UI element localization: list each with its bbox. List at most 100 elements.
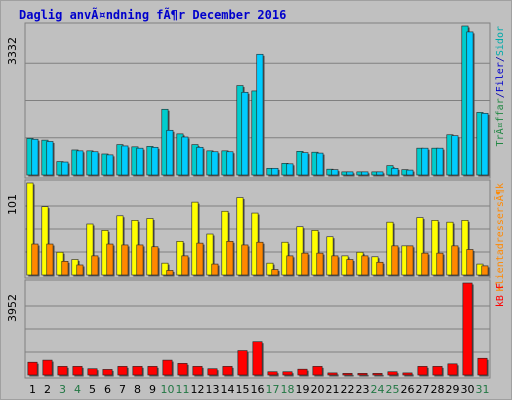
x-tick-label-2: 2: [44, 383, 51, 396]
x-tick-label-25: 25: [386, 383, 400, 396]
bar-kb-1-day-9: [147, 366, 158, 376]
bar-hits-2-day-4: [76, 150, 84, 176]
x-tick-label-18: 18: [281, 383, 295, 396]
bar-visits-1-day-12: [191, 201, 199, 276]
bar-visits-2-day-16: [256, 241, 264, 276]
bar-visits-2-day-22: [346, 259, 354, 276]
bar-kb-1-day-20: [312, 366, 323, 376]
legend-item: kB F: [495, 283, 506, 307]
x-tick-label-14: 14: [221, 383, 235, 396]
bar-visits-2-day-13: [211, 263, 219, 276]
x-tick-label-19: 19: [296, 383, 310, 396]
bar-kb-1-day-11: [177, 363, 188, 376]
x-tick-label-15: 15: [236, 383, 250, 396]
bar-hits-2-day-8: [136, 147, 144, 176]
y-max-label-kb: 3952: [6, 294, 19, 322]
bar-visits-1-day-10: [161, 262, 169, 276]
bar-kb-1-day-27: [417, 366, 428, 376]
bar-hits-2-day-25: [391, 167, 399, 176]
bar-kb-1-day-28: [432, 366, 443, 376]
bar-visits-2-day-21: [331, 255, 339, 276]
bar-visits-1-day-28: [431, 220, 439, 276]
bar-visits-2-day-3: [61, 261, 69, 276]
bar-visits-2-day-26: [406, 245, 414, 276]
bar-hits-2-day-23: [361, 171, 369, 176]
bar-kb-1-day-16: [252, 341, 263, 376]
bar-kb-1-day-8: [132, 366, 143, 376]
bar-visits-2-day-12: [196, 242, 204, 276]
bar-kb-1-day-5: [87, 368, 98, 376]
bar-kb-1-day-13: [207, 368, 218, 376]
bar-kb-1-day-10: [162, 359, 173, 376]
x-tick-label-29: 29: [446, 383, 460, 396]
x-tick-label-21: 21: [326, 383, 340, 396]
x-tick-label-1: 1: [29, 383, 36, 396]
bar-visits-2-day-6: [106, 243, 114, 276]
bar-visits-2-day-14: [226, 240, 234, 276]
bar-visits-1-day-30: [461, 220, 469, 276]
legend-kb: kB F: [495, 283, 506, 307]
x-tick-label-26: 26: [401, 383, 415, 396]
bar-visits-2-day-5: [91, 255, 99, 276]
bar-hits-2-day-9: [151, 146, 159, 176]
bar-visits-2-day-9: [151, 246, 159, 276]
bar-kb-1-day-19: [297, 368, 308, 376]
bar-hits-2-day-24: [376, 171, 384, 176]
x-tick-label-13: 13: [206, 383, 220, 396]
bar-hits-2-day-1: [31, 138, 39, 176]
bar-kb-1-day-7: [117, 366, 128, 376]
legend-item: Sidor: [495, 26, 506, 56]
bar-hits-2-day-2: [46, 141, 54, 176]
bar-kb-1-day-26: [402, 372, 413, 376]
bar-visits-2-day-30: [466, 249, 474, 276]
bar-visits-2-day-4: [76, 264, 84, 276]
bar-hits-2-day-3: [61, 161, 69, 176]
bar-visits-2-day-15: [241, 244, 249, 276]
bar-hits-2-day-10: [166, 129, 174, 176]
bar-shadow: [329, 374, 339, 377]
bar-kb-1-day-14: [222, 366, 233, 376]
x-tick-label-27: 27: [416, 383, 430, 396]
bar-hits-2-day-19: [301, 152, 309, 176]
bar-shadow: [374, 374, 384, 377]
bar-hits-2-day-16: [256, 53, 264, 176]
x-tick-label-28: 28: [431, 383, 445, 396]
x-tick-label-11: 11: [176, 383, 190, 396]
bar-hits-2-day-15: [241, 91, 249, 176]
bar-visits-1-day-15: [236, 197, 244, 276]
bar-visits-1-day-17: [266, 262, 274, 276]
bar-kb-1-day-25: [387, 371, 398, 376]
bar-hits-2-day-30: [466, 31, 474, 176]
bar-kb-1-day-2: [42, 359, 53, 376]
bar-hits-2-day-27: [421, 147, 429, 176]
bar-visits-2-day-27: [421, 252, 429, 276]
bar-visits-2-day-20: [316, 252, 324, 276]
legend-item: TrÃ¤ffar: [493, 98, 506, 146]
bar-visits-1-day-20: [311, 230, 319, 276]
bar-kb-1-day-22: [342, 373, 353, 376]
bar-kb-1-day-30: [462, 282, 473, 376]
bar-visits-2-day-2: [46, 243, 54, 276]
x-tick-label-12: 12: [191, 383, 205, 396]
bar-hits-2-day-31: [481, 112, 489, 176]
y-max-label-hits: 3332: [6, 37, 19, 65]
x-tick-label-8: 8: [134, 383, 141, 396]
legend-item: Filer: [495, 62, 506, 92]
x-tick-label-30: 30: [461, 383, 475, 396]
bar-visits-2-day-8: [136, 244, 144, 276]
legend-visits: KlientadressersÃ¶k: [493, 183, 506, 291]
x-tick-label-4: 4: [74, 383, 81, 396]
x-tick-label-10: 10: [161, 383, 175, 396]
x-tick-label-31: 31: [476, 383, 490, 396]
bar-kb-1-day-12: [192, 366, 203, 376]
legend-hits: TrÃ¤ffar/Filer/Sidor: [493, 26, 506, 146]
bar-hits-2-day-29: [451, 135, 459, 176]
y-max-label-visits: 101: [6, 194, 19, 215]
bar-visits-1-day-13: [206, 233, 214, 276]
x-tick-label-9: 9: [149, 383, 156, 396]
bar-visits-2-day-29: [451, 245, 459, 276]
bar-kb-1-day-4: [72, 366, 83, 376]
bar-visits-1-day-5: [86, 223, 94, 276]
bar-kb-1-day-17: [267, 371, 278, 376]
